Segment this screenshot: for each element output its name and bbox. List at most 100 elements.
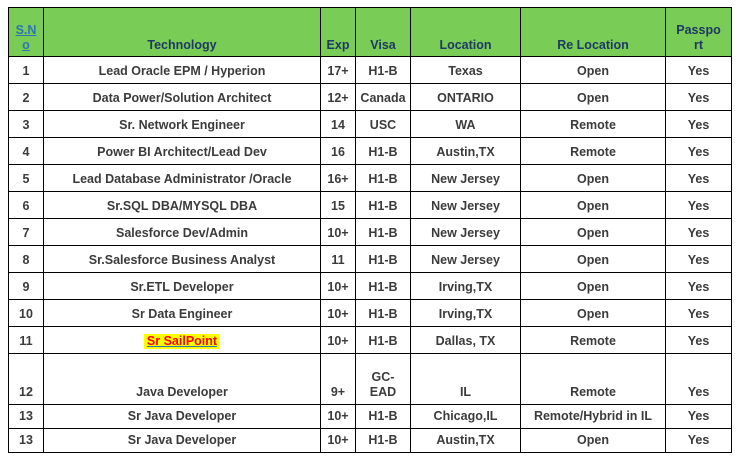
cell-location: WA	[410, 110, 521, 138]
cell-re_location: Open	[520, 245, 666, 273]
cell-location: ONTARIO	[410, 83, 521, 111]
cell-sno: 10	[8, 299, 44, 327]
cell-sno: 3	[8, 110, 44, 138]
cell-passport: Yes	[665, 191, 732, 219]
cell-exp: 17+	[320, 56, 356, 84]
cell-technology: Sr Java Developer	[43, 404, 321, 429]
cell-exp: 10+	[320, 326, 356, 354]
cell-technology: Sr Data Engineer	[43, 299, 321, 327]
cell-visa: H1-B	[355, 299, 411, 327]
cell-visa: H1-B	[355, 404, 411, 429]
cell-re_location: Open	[520, 272, 666, 300]
cell-re_location: Open	[520, 299, 666, 327]
cell-technology: Sr.Salesforce Business Analyst	[43, 245, 321, 273]
cell-sno: 13	[8, 404, 44, 429]
cell-exp: 9+	[320, 353, 356, 405]
sno-header-link[interactable]: S.No	[15, 22, 37, 52]
cell-exp: 10+	[320, 428, 356, 453]
column-header-technology: Technology	[43, 7, 321, 57]
cell-passport: Yes	[665, 137, 732, 165]
table-row: 5 Lead Database Administrator /Oracle 16+ H…	[8, 164, 732, 192]
cell-exp: 16+	[320, 164, 356, 192]
cell-location: Austin,TX	[410, 137, 521, 165]
cell-technology: Salesforce Dev/Admin	[43, 218, 321, 246]
cell-re_location: Open	[520, 191, 666, 219]
cell-technology: Sr.ETL Developer	[43, 272, 321, 300]
cell-sno: 9	[8, 272, 44, 300]
cell-location: Irving,TX	[410, 299, 521, 327]
cell-visa: H1-B	[355, 164, 411, 192]
table-row: 2 Data Power/Solution Architect 12+ Canada O…	[8, 83, 732, 111]
cell-visa: GC-EAD	[355, 353, 411, 405]
cell-re_location: Remote	[520, 110, 666, 138]
cell-exp: 10+	[320, 404, 356, 429]
column-header-label: Technology	[147, 37, 217, 52]
cell-exp: 10+	[320, 272, 356, 300]
cell-location: New Jersey	[410, 191, 521, 219]
cell-passport: Yes	[665, 272, 732, 300]
table-row: 13 Sr Java Developer 10+ H1-B Austin,TX Open Y…	[8, 428, 732, 453]
cell-visa: H1-B	[355, 428, 411, 453]
cell-technology: Power BI Architect/Lead Dev	[43, 137, 321, 165]
cell-technology: Lead Database Administrator /Oracle	[43, 164, 321, 192]
cell-passport: Yes	[665, 299, 732, 327]
table-row: 7 Salesforce Dev/Admin 10+ H1-B New Jersey Op…	[8, 218, 732, 246]
cell-sno: 13	[8, 428, 44, 453]
table-row: 10 Sr Data Engineer 10+ H1-B Irving,TX Open Ye…	[8, 299, 732, 327]
cell-passport: Yes	[665, 218, 732, 246]
cell-visa: H1-B	[355, 191, 411, 219]
cell-location: Dallas, TX	[410, 326, 521, 354]
cell-visa: H1-B	[355, 272, 411, 300]
cell-sno: 8	[8, 245, 44, 273]
cell-passport: Yes	[665, 245, 732, 273]
cell-passport: Yes	[665, 428, 732, 453]
cell-location: New Jersey	[410, 245, 521, 273]
cell-re_location: Open	[520, 218, 666, 246]
column-header-label: Location	[439, 37, 492, 52]
cell-technology: Sr.SQL DBA/MYSQL DBA	[43, 191, 321, 219]
cell-visa: H1-B	[355, 326, 411, 354]
cell-passport: Yes	[665, 110, 732, 138]
cell-re_location: Remote	[520, 353, 666, 405]
cell-technology: Java Developer	[43, 353, 321, 405]
cell-visa: H1-B	[355, 56, 411, 84]
cell-re_location: Open	[520, 164, 666, 192]
cell-visa: USC	[355, 110, 411, 138]
cell-sno: 12	[8, 353, 44, 405]
table-header: S.No Technology Exp Visa Location Re Location…	[8, 7, 732, 57]
cell-re_location: Remote/Hybrid in IL	[520, 404, 666, 429]
column-header-sno: S.No	[8, 7, 44, 57]
cell-location: Irving,TX	[410, 272, 521, 300]
table-row: 3 Sr. Network Engineer 14 USC WA Remote Yes	[8, 110, 732, 138]
table-row: 11 Sr SailPoint 10+ H1-B Dallas, TX Remote Yes	[8, 326, 732, 354]
cell-sno: 11	[8, 326, 44, 354]
cell-exp: 16	[320, 137, 356, 165]
cell-re_location: Open	[520, 83, 666, 111]
cell-exp: 12+	[320, 83, 356, 111]
column-header-label: Passport	[676, 22, 721, 52]
column-header-label: Re Location	[557, 37, 629, 52]
cell-passport: Yes	[665, 404, 732, 429]
column-header-re_location: Re Location	[520, 7, 666, 57]
cell-location: Austin,TX	[410, 428, 521, 453]
cell-technology: Lead Oracle EPM / Hyperion	[43, 56, 321, 84]
cell-sno: 6	[8, 191, 44, 219]
column-header-label: Visa	[370, 37, 396, 52]
cell-visa: Canada	[355, 83, 411, 111]
cell-technology: Sr. Network Engineer	[43, 110, 321, 138]
cell-passport: Yes	[665, 56, 732, 84]
cell-exp: 14	[320, 110, 356, 138]
cell-technology: Sr Java Developer	[43, 428, 321, 453]
table-row: 8 Sr.Salesforce Business Analyst 11 H1-B New…	[8, 245, 732, 273]
header-row: S.No Technology Exp Visa Location Re Location…	[8, 7, 732, 57]
cell-exp: 10+	[320, 299, 356, 327]
column-header-label: Exp	[326, 37, 350, 52]
cell-passport: Yes	[665, 83, 732, 111]
table-row: 12 Java Developer 9+ GC-EAD IL Remote Yes	[8, 353, 732, 405]
table-row: 9 Sr.ETL Developer 10+ H1-B Irving,TX Open Yes	[8, 272, 732, 300]
cell-passport: Yes	[665, 326, 732, 354]
highlighted-technology-link[interactable]: Sr SailPoint	[143, 333, 221, 349]
cell-location: IL	[410, 353, 521, 405]
table-row: 6 Sr.SQL DBA/MYSQL DBA 15 H1-B New Jersey Ope…	[8, 191, 732, 219]
cell-re_location: Remote	[520, 326, 666, 354]
